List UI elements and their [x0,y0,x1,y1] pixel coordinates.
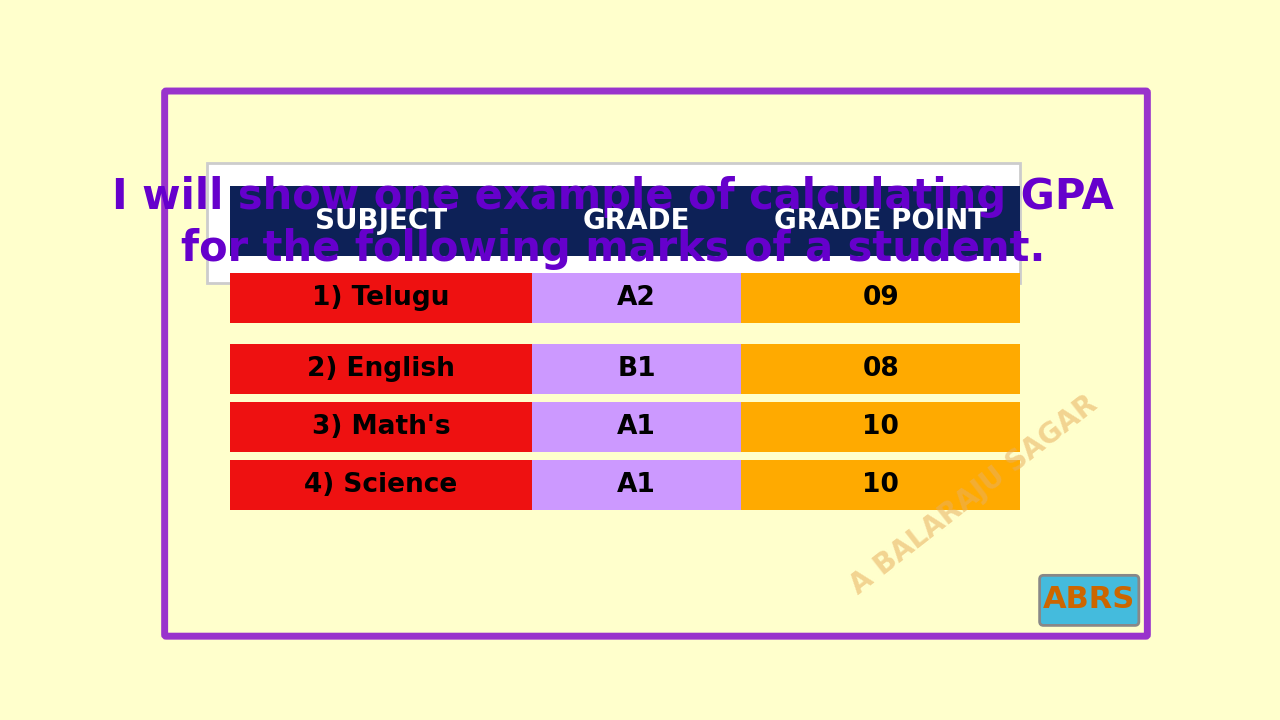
Bar [532,460,741,510]
Text: 10: 10 [863,414,899,440]
Text: A2: A2 [617,285,657,311]
Text: GRADE POINT: GRADE POINT [774,207,987,235]
Text: ABRS: ABRS [1043,585,1135,614]
Text: 08: 08 [863,356,899,382]
Bar [532,344,741,395]
Bar [741,273,1020,323]
Text: A1: A1 [617,472,657,498]
Text: 4) Science: 4) Science [305,472,457,498]
Text: 10: 10 [863,472,899,498]
Bar [532,273,741,323]
Bar [741,402,1020,452]
Bar [229,402,532,452]
Bar [229,344,532,395]
Bar [741,460,1020,510]
Text: GRADE: GRADE [582,207,690,235]
FancyBboxPatch shape [1039,575,1139,626]
Bar [229,186,1020,256]
Text: 3) Math's: 3) Math's [311,414,451,440]
Text: I will show one example of calculating GPA: I will show one example of calculating G… [113,176,1115,218]
Text: A BALARAJU SAGAR: A BALARAJU SAGAR [845,390,1102,600]
Bar [229,460,532,510]
Text: A1: A1 [617,414,657,440]
Text: B1: B1 [617,356,655,382]
Bar [206,163,1020,283]
FancyBboxPatch shape [165,91,1147,636]
Text: 09: 09 [863,285,899,311]
Text: 2) English: 2) English [307,356,454,382]
Bar [229,273,532,323]
Text: for the following marks of a student.: for the following marks of a student. [182,228,1046,270]
Bar [532,402,741,452]
Bar [741,344,1020,395]
Text: SUBJECT: SUBJECT [315,207,447,235]
Text: 1) Telugu: 1) Telugu [312,285,449,311]
